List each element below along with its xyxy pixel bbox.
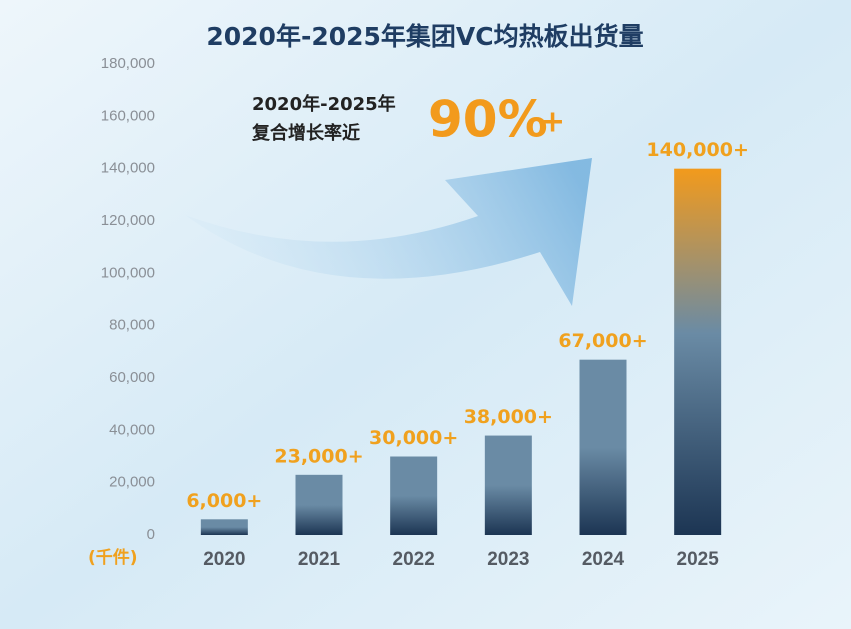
value-label: 38,000+ <box>464 406 553 428</box>
annotation: 2020年-2025年 <box>252 93 396 115</box>
y-tick-label: 100,000 <box>101 264 155 281</box>
value-label: 67,000+ <box>558 330 647 352</box>
x-tick-label: 2022 <box>393 549 435 570</box>
y-tick-label: 0 <box>147 526 155 543</box>
y-tick-label: 180,000 <box>101 55 155 72</box>
y-tick-label: 80,000 <box>109 317 155 334</box>
highlight-suffix: + <box>540 105 565 140</box>
value-label: 140,000+ <box>646 139 748 161</box>
bar <box>484 435 532 535</box>
chart-title: 2020年-2025年集团VC均热板出货量 <box>206 22 643 51</box>
bar <box>200 519 248 535</box>
y-tick-label: 60,000 <box>109 369 155 386</box>
value-label: 6,000+ <box>186 490 262 512</box>
bar <box>579 359 627 535</box>
y-tick-label: 120,000 <box>101 212 155 229</box>
highlight: 90% <box>428 91 548 149</box>
x-tick-label: 2023 <box>487 549 529 570</box>
y-tick-label: 160,000 <box>101 107 155 124</box>
value-label: 30,000+ <box>369 427 458 449</box>
value-label: 23,000+ <box>274 445 363 467</box>
annotation: 复合增长率近 <box>251 122 360 144</box>
bar <box>295 474 343 535</box>
growth-arrow <box>185 158 592 306</box>
bar <box>674 168 722 535</box>
y-tick-label: 20,000 <box>109 474 155 491</box>
x-tick-label: 2024 <box>582 549 625 570</box>
x-tick-label: 2021 <box>298 549 341 570</box>
x-tick-label: 2025 <box>677 549 720 570</box>
unit-label: (千件) <box>88 547 138 568</box>
x-tick-label: 2020 <box>203 549 245 570</box>
bar <box>390 456 438 535</box>
y-tick-label: 40,000 <box>109 421 155 438</box>
y-tick-label: 140,000 <box>101 160 155 177</box>
